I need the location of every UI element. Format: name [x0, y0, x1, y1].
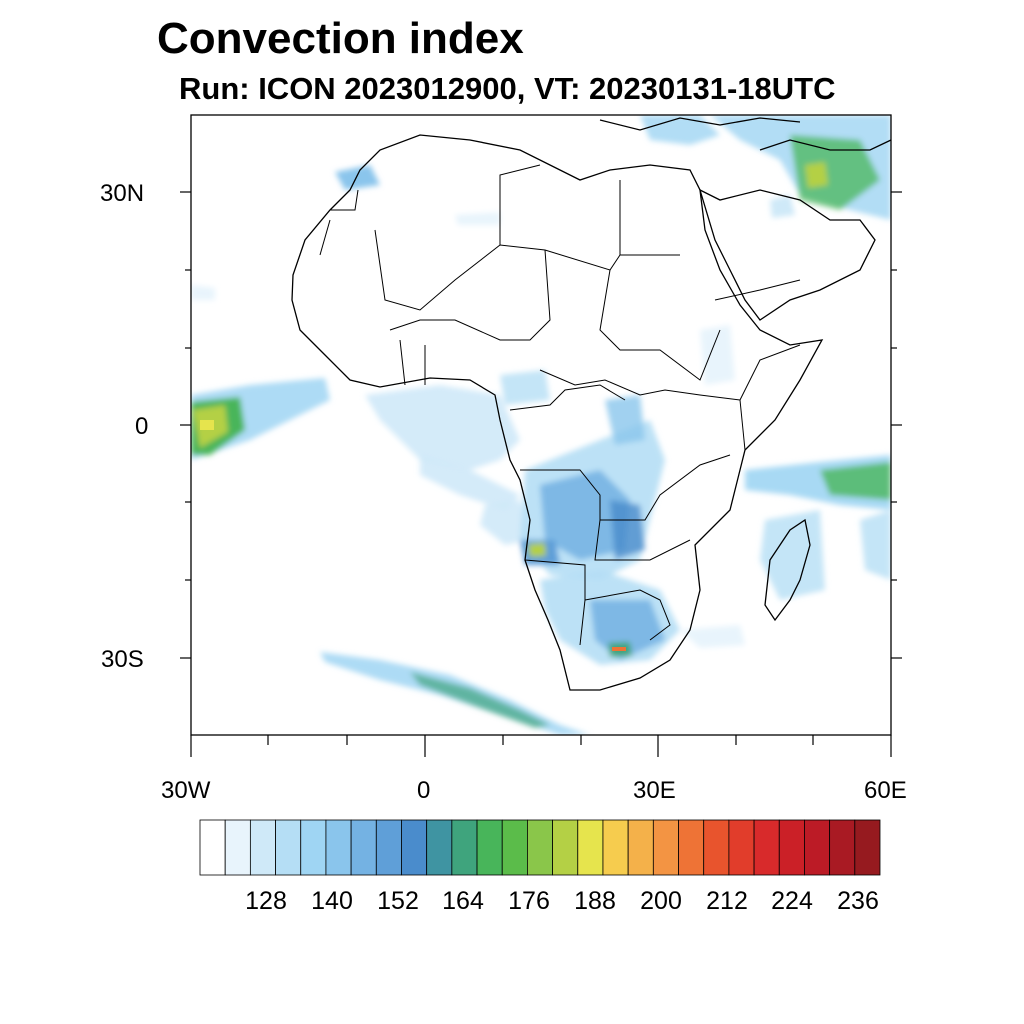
colorbar-label: 152 [377, 887, 419, 915]
convection-shading [191, 115, 891, 735]
colorbar-label: 128 [245, 887, 287, 915]
colorbar-box [527, 819, 553, 876]
colorbar-label: 224 [771, 887, 813, 915]
colorbar-box [275, 819, 302, 876]
colorbar-box [401, 819, 428, 876]
colorbar-box [552, 819, 579, 876]
colorbar-box [426, 819, 453, 876]
axis-ticks [180, 191, 902, 757]
colorbar [199, 819, 881, 876]
lat-label-0: 0 [135, 413, 149, 440]
colorbar-label: 140 [311, 887, 353, 915]
colorbar-box [199, 819, 226, 876]
lon-label-30w: 30W [161, 777, 211, 804]
lat-label-30n: 30N [100, 180, 145, 207]
colorbar-box [829, 819, 856, 876]
colorbar-box [728, 819, 755, 876]
colorbar-label: 212 [706, 887, 748, 915]
colorbar-box [451, 819, 478, 876]
colorbar-box [249, 819, 276, 876]
colorbar-label: 164 [442, 887, 484, 915]
colorbar-box [350, 819, 377, 876]
colorbar-box [577, 819, 604, 876]
colorbar-box [375, 819, 402, 876]
colorbar-label: 200 [640, 887, 682, 915]
chart-subtitle: Run: ICON 2023012900, VT: 20230131-18UTC [179, 71, 836, 106]
colorbar-box [753, 819, 780, 876]
colorbar-box [804, 819, 831, 876]
colorbar-box [325, 819, 352, 876]
colorbar-box [300, 819, 327, 876]
coastlines [291, 117, 891, 691]
colorbar-box [703, 819, 730, 876]
colorbar-box [652, 819, 679, 876]
colorbar-box [627, 819, 654, 876]
colorbar-label: 236 [837, 887, 879, 915]
colorbar-box [602, 819, 629, 876]
colorbar-box [224, 819, 251, 876]
lon-label-60e: 60E [864, 777, 907, 804]
lon-label-30e: 30E [633, 777, 676, 804]
colorbar-box [476, 819, 503, 876]
colorbar-box [854, 819, 881, 876]
colorbar-box [501, 819, 528, 876]
colorbar-box [778, 819, 805, 876]
colorbar-box [678, 819, 705, 876]
lat-label-30s: 30S [101, 646, 144, 673]
lon-label-0: 0 [417, 777, 431, 804]
country-borders [319, 164, 801, 646]
colorbar-label: 188 [574, 887, 616, 915]
chart-title: Convection index [157, 14, 524, 63]
colorbar-label: 176 [508, 887, 550, 915]
